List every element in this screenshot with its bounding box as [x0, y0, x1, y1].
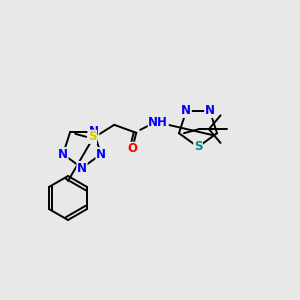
Text: N: N [205, 104, 215, 117]
Text: S: S [88, 130, 97, 143]
Text: N: N [181, 104, 191, 117]
Text: N: N [96, 148, 106, 161]
Text: N: N [77, 161, 87, 175]
Text: S: S [194, 140, 202, 154]
Text: O: O [127, 142, 137, 155]
Text: N: N [89, 125, 99, 138]
Text: N: N [58, 148, 68, 161]
Text: NH: NH [148, 116, 168, 129]
